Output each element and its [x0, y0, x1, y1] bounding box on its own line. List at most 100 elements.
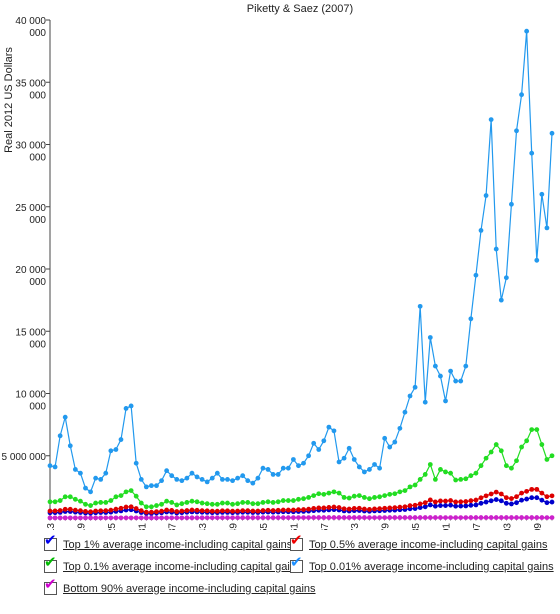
series-4-point [438, 373, 443, 379]
x-tick-label: 1943 [198, 523, 209, 530]
series-3-point [356, 493, 362, 498]
series-4-point [519, 92, 524, 98]
series-1-point [422, 504, 428, 510]
series-3-point [549, 453, 555, 459]
x-tick-label: 1925 [107, 523, 118, 530]
series-5-point [88, 515, 93, 521]
series-3-point [250, 501, 256, 507]
series-3-point [164, 498, 170, 504]
series-4-point [260, 465, 266, 471]
legend-item-4[interactable]: ✔ Top 0.01% average income-including capi… [290, 555, 554, 573]
x-tick-label: 1979 [381, 523, 392, 530]
checkmark-icon: ✔ [44, 575, 57, 593]
series-5-point [458, 515, 464, 520]
series-5-point [473, 515, 479, 520]
series-5-point [149, 515, 154, 521]
legend-item-2[interactable]: ✔ Top 0.5% average income-including capit… [290, 533, 548, 551]
series-3-point [331, 489, 337, 495]
series-1-point [498, 498, 504, 504]
series-4-point [432, 363, 438, 369]
series-2-point [417, 501, 423, 507]
series-2-point [118, 505, 124, 511]
series-4-point [387, 444, 393, 450]
series-4-point [113, 447, 119, 452]
series-4-point [240, 473, 246, 479]
series-1-point [488, 498, 494, 504]
legend-label[interactable]: Top 0.5% average income-including capita… [309, 538, 548, 551]
series-3-point [519, 444, 524, 450]
series-1-point [534, 495, 540, 501]
legend-item-3[interactable]: ✔ Top 0.1% average income-including capit… [44, 555, 302, 573]
series-3-point [93, 500, 99, 506]
series-5-point [321, 515, 327, 520]
legend-checkbox[interactable]: ✔ [44, 577, 57, 595]
x-tick-label: 1913 [46, 523, 57, 530]
legend-label[interactable]: Top 1% average income-including capital … [63, 538, 293, 551]
legend-label[interactable]: Bottom 90% average income-including capi… [63, 582, 316, 595]
series-2-point [367, 507, 372, 512]
series-2-point [519, 490, 524, 496]
series-3-point [88, 503, 93, 508]
series-2-point [93, 508, 99, 514]
series-2-point [169, 508, 175, 513]
series-2-point [164, 507, 170, 513]
series-4-point [346, 445, 352, 451]
series-2-point [57, 508, 63, 513]
legend-label[interactable]: Top 0.1% average income-including capita… [63, 560, 302, 573]
series-4-point [539, 191, 545, 197]
series-4-point [392, 439, 398, 445]
legend-item-1[interactable]: ✔ Top 1% average income-including capital… [44, 533, 293, 551]
series-4-point [204, 479, 210, 485]
series-2-point [361, 506, 367, 512]
x-tick-label: 1931 [137, 523, 148, 530]
series-2-point [174, 509, 180, 514]
series-2-point [382, 505, 388, 511]
series-5-point [301, 515, 306, 520]
checkmark-icon: ✔ [44, 531, 57, 549]
series-5-point [514, 515, 519, 520]
series-4-point [209, 475, 215, 481]
x-tick-label: 1985 [411, 523, 422, 530]
series-3-point [204, 501, 210, 507]
series-3-point [128, 488, 134, 494]
series-4-point [407, 393, 413, 399]
series-4-point [250, 480, 256, 486]
series-3-point [240, 500, 246, 505]
series-2-point [62, 506, 68, 512]
y-tick-label: 20 000 000 [15, 265, 46, 288]
series-2-point [468, 498, 474, 504]
series-2-point [351, 506, 357, 511]
legend-checkbox[interactable]: ✔ [290, 555, 303, 573]
legend-checkbox[interactable]: ✔ [44, 533, 57, 551]
series-2-point [123, 504, 129, 510]
legend-item-5[interactable]: ✔ Bottom 90% average income-including cap… [44, 577, 316, 595]
series-2-point [128, 504, 134, 510]
series-5-point [544, 515, 550, 520]
series-4-point [123, 406, 129, 411]
legend-label[interactable]: Top 0.01% average income-including capit… [309, 560, 554, 573]
series-2-point [154, 509, 159, 515]
series-5-point [336, 515, 342, 520]
x-tick-label: 1955 [259, 523, 270, 530]
series-3-point [209, 501, 215, 507]
series-3-point [245, 500, 251, 505]
series-3-point [514, 458, 519, 464]
legend-checkbox[interactable]: ✔ [44, 555, 57, 573]
series-2-point [250, 508, 256, 514]
checkmark-icon: ✔ [290, 531, 303, 549]
series-3-point [402, 488, 408, 494]
series-1-point [483, 499, 489, 505]
series-4-point [301, 460, 306, 466]
series-5-point [133, 515, 139, 521]
series-5-point [67, 515, 73, 521]
series-5-point [57, 515, 63, 521]
series-1-point [443, 503, 448, 508]
series-3-point [290, 498, 296, 503]
series-4-point [326, 424, 332, 430]
series-3-point [326, 490, 332, 496]
series-5-point [549, 515, 555, 520]
legend-checkbox[interactable]: ✔ [290, 533, 303, 551]
series-5-point [118, 515, 124, 521]
series-3-point [392, 491, 398, 497]
series-2-point [235, 508, 241, 514]
